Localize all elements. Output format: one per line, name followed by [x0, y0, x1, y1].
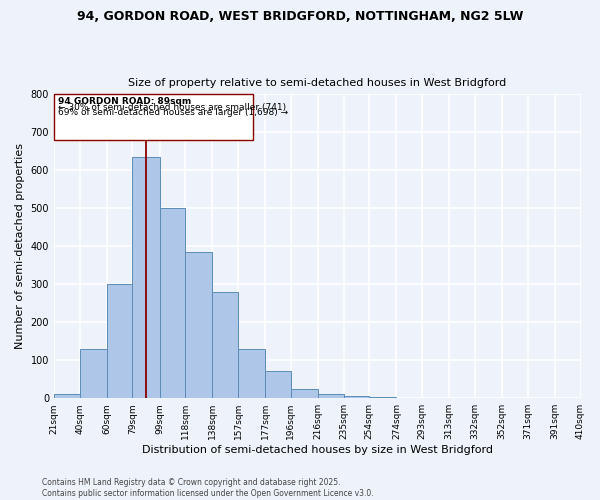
- Bar: [185, 252, 212, 398]
- Bar: [318, 394, 344, 398]
- Bar: [212, 292, 238, 398]
- Bar: [54, 94, 253, 140]
- Bar: [265, 371, 291, 398]
- Bar: [54, 394, 80, 398]
- X-axis label: Distribution of semi-detached houses by size in West Bridgford: Distribution of semi-detached houses by …: [142, 445, 493, 455]
- Text: ← 30% of semi-detached houses are smaller (741): ← 30% of semi-detached houses are smalle…: [58, 102, 286, 112]
- Y-axis label: Number of semi-detached properties: Number of semi-detached properties: [15, 144, 25, 350]
- Bar: [238, 349, 265, 398]
- Text: Contains HM Land Registry data © Crown copyright and database right 2025.
Contai: Contains HM Land Registry data © Crown c…: [42, 478, 374, 498]
- Bar: [107, 284, 133, 398]
- Bar: [160, 208, 185, 398]
- Bar: [291, 388, 318, 398]
- Text: 69% of semi-detached houses are larger (1,698) →: 69% of semi-detached houses are larger (…: [58, 108, 288, 117]
- Bar: [344, 396, 370, 398]
- Text: 94 GORDON ROAD: 89sqm: 94 GORDON ROAD: 89sqm: [58, 98, 191, 106]
- Bar: [80, 349, 107, 398]
- Bar: [133, 157, 160, 398]
- Text: 94, GORDON ROAD, WEST BRIDGFORD, NOTTINGHAM, NG2 5LW: 94, GORDON ROAD, WEST BRIDGFORD, NOTTING…: [77, 10, 523, 23]
- Title: Size of property relative to semi-detached houses in West Bridgford: Size of property relative to semi-detach…: [128, 78, 506, 88]
